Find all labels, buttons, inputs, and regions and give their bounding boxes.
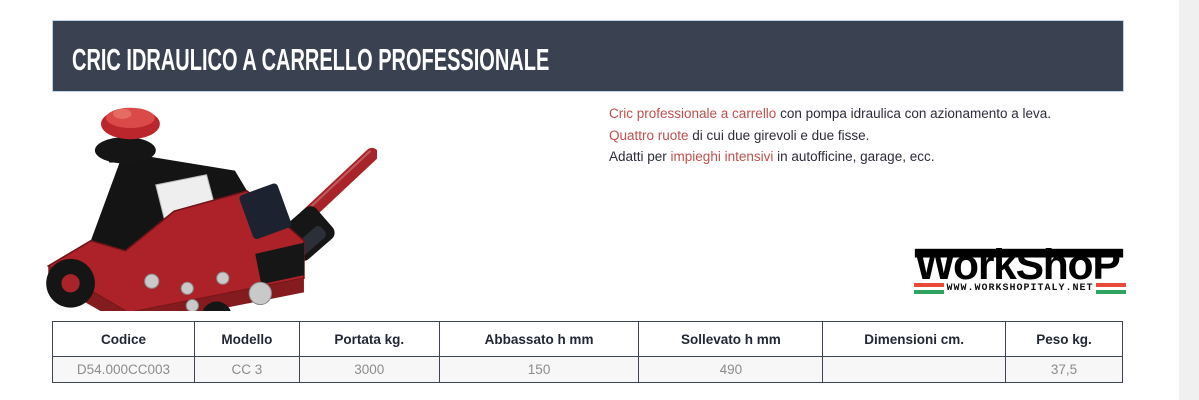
- svg-text:WorkShoP: WorkShoP: [915, 241, 1120, 286]
